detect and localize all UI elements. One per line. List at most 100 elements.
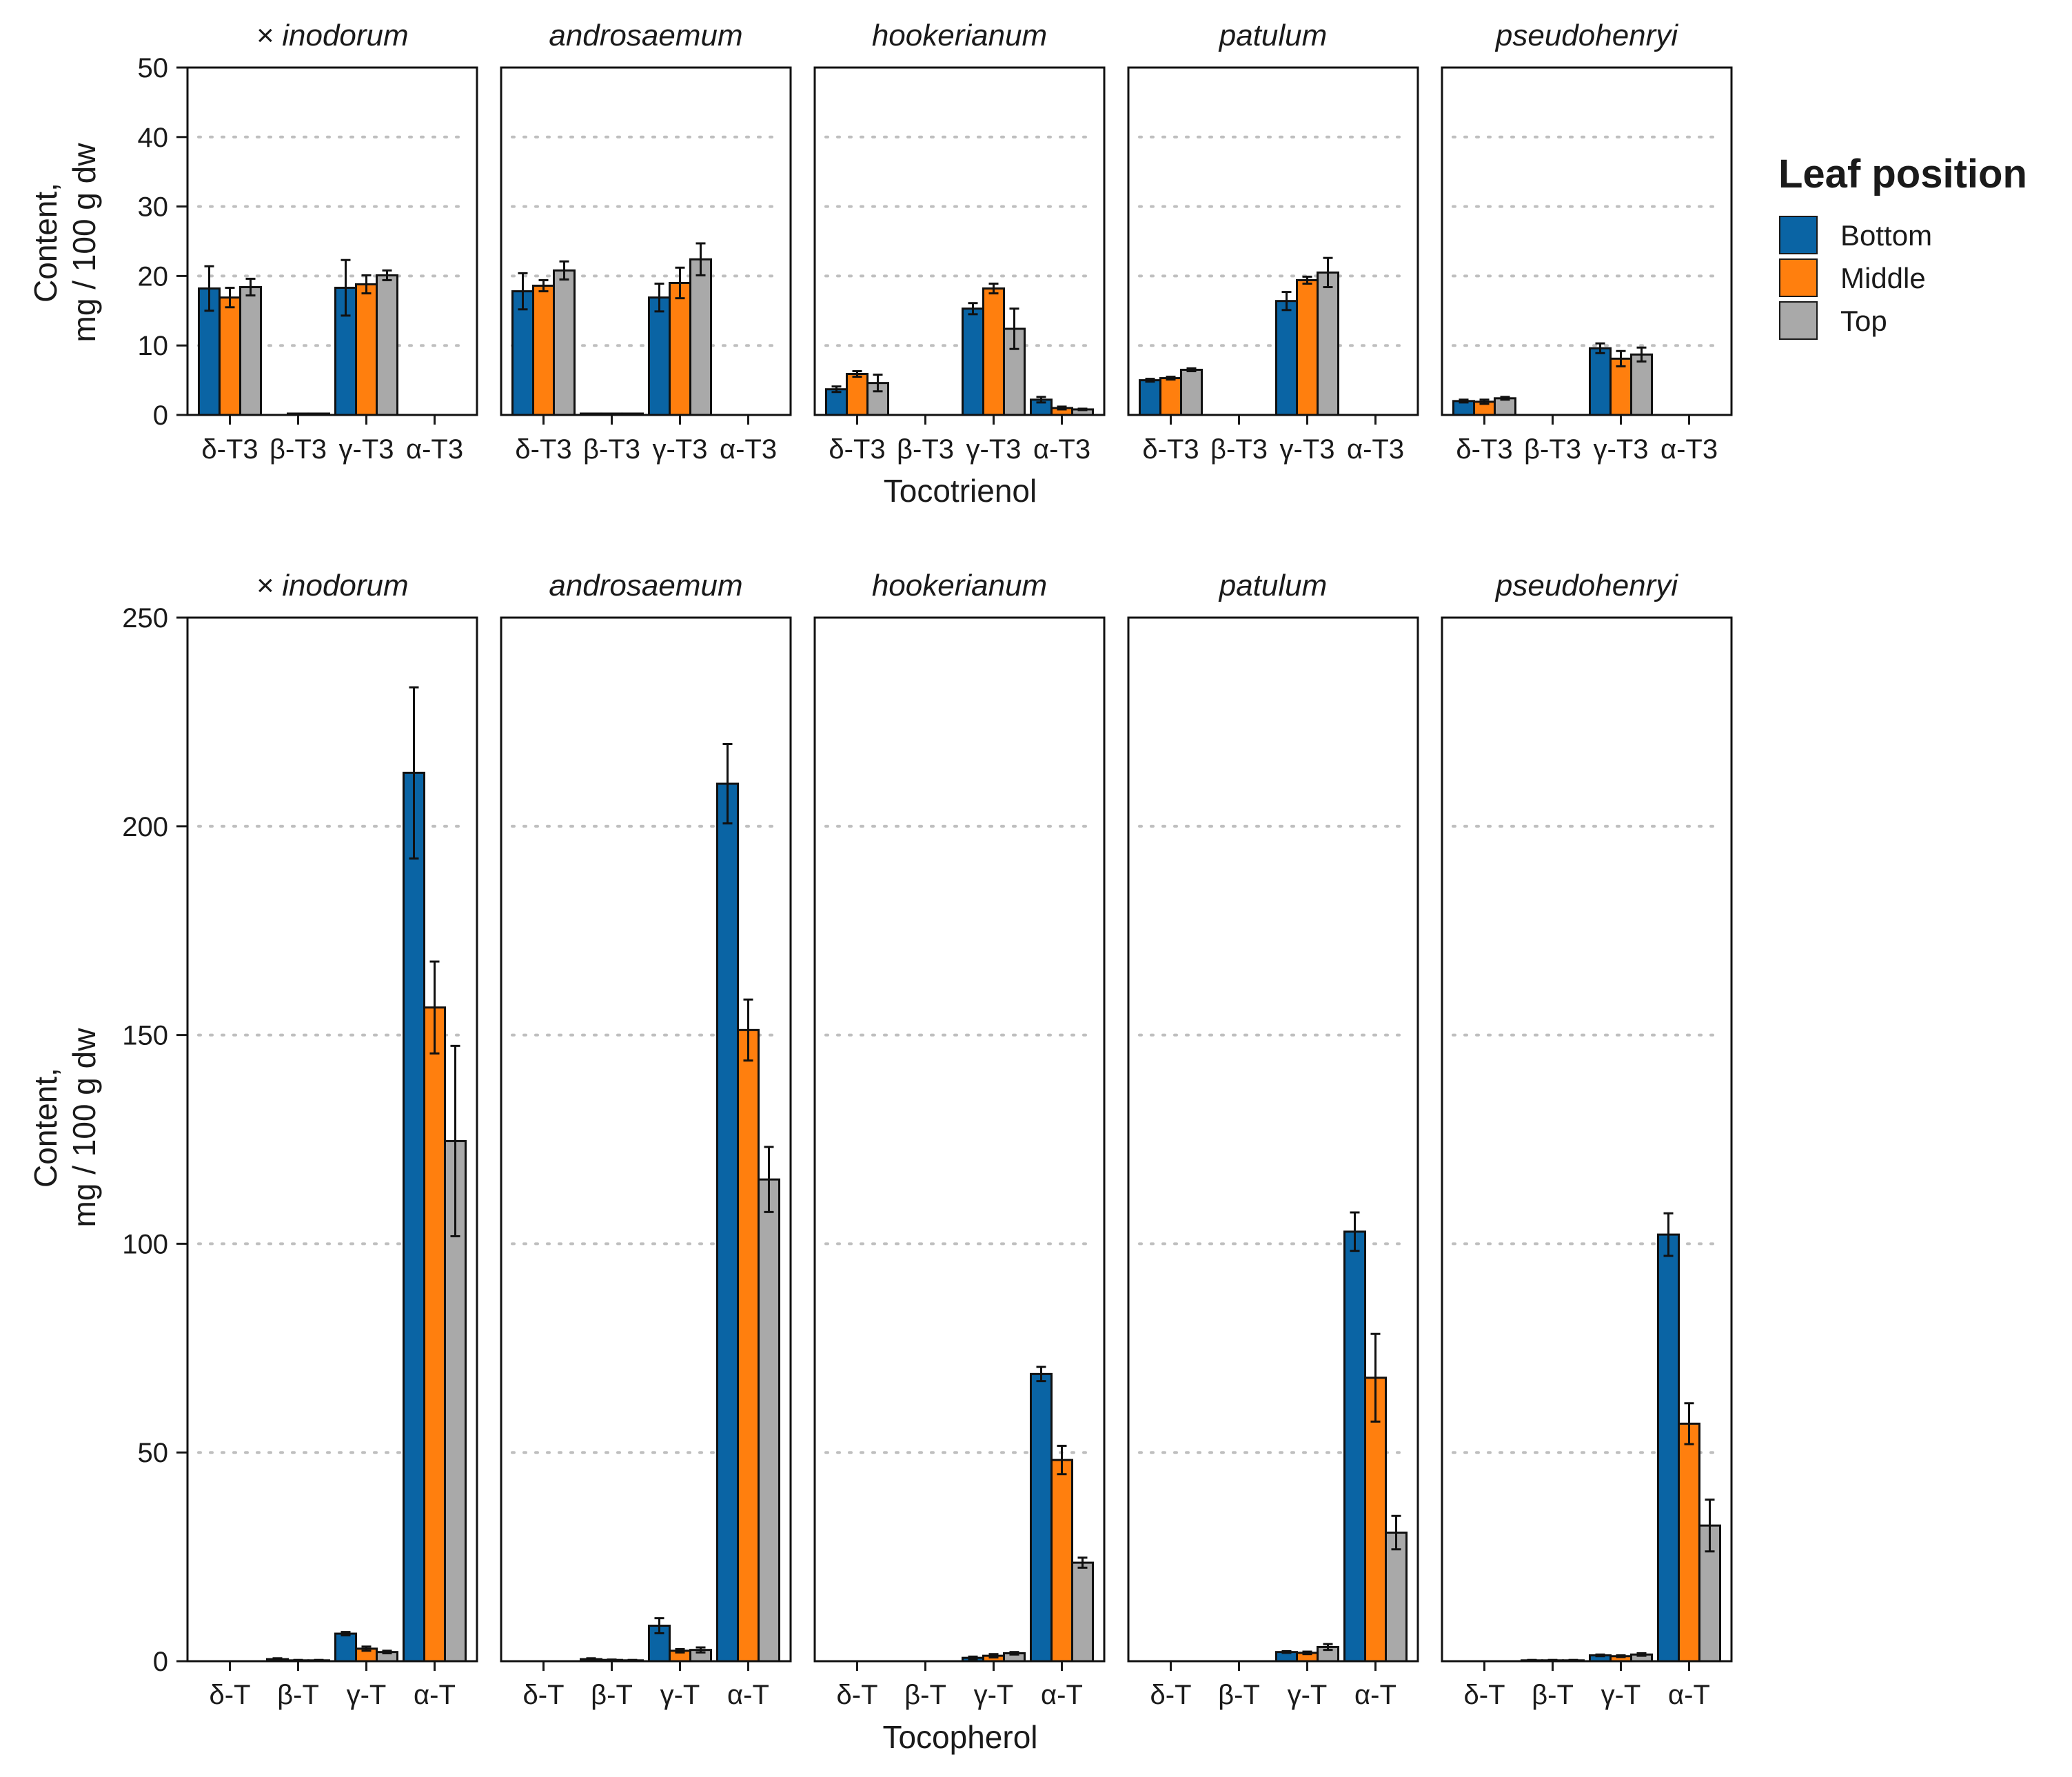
error-bar	[722, 742, 733, 825]
bar-top	[1494, 397, 1516, 416]
bar-bottom	[1275, 300, 1298, 416]
facet-title: hookerianum	[872, 569, 1047, 602]
y-tick-label: 20	[138, 261, 169, 292]
error-bar	[968, 302, 978, 316]
error-bar	[1595, 342, 1605, 354]
bar-top	[1385, 1531, 1408, 1663]
error-bar	[341, 1631, 351, 1636]
error-bar	[272, 1657, 283, 1661]
y-axis-title-line2: mg / 100 g dw	[66, 1028, 102, 1228]
x-tick-label: δ-T	[1463, 1680, 1505, 1710]
error-bar	[518, 272, 528, 311]
bar-top	[689, 258, 712, 416]
error-bar	[1391, 1514, 1401, 1551]
x-tick-label: β-T	[591, 1680, 633, 1710]
legend-label-top: Top	[1840, 305, 1887, 337]
bar-top	[1317, 271, 1339, 416]
error-bar	[1009, 1651, 1019, 1656]
facet-title: × inodorum	[256, 569, 408, 602]
x-tick-label: δ-T	[836, 1680, 877, 1710]
x-tick-label: δ-T3	[201, 434, 258, 465]
panel-border	[1127, 66, 1419, 416]
error-bar	[675, 266, 685, 300]
x-tick-label: δ-T3	[829, 434, 885, 465]
bar-top	[1180, 368, 1203, 416]
error-bar	[1036, 396, 1046, 404]
facet-panel: patulum δ-T β-T γ-T α-T	[1127, 569, 1419, 1710]
error-bar	[1077, 1556, 1088, 1569]
bar-middle	[846, 373, 869, 416]
error-bar	[1077, 407, 1088, 412]
error-bar	[538, 278, 549, 293]
facet-panel: patulum δ-T3 β-T3 γ-T3 α-T3	[1127, 19, 1419, 465]
error-bar	[1057, 405, 1067, 411]
error-bar	[1350, 1211, 1360, 1252]
error-bar	[1636, 1652, 1647, 1657]
bar-bottom	[1139, 379, 1161, 416]
y-tick-label: 0	[153, 400, 168, 431]
bar-bottom	[1589, 347, 1612, 416]
error-bar	[450, 1044, 460, 1237]
error-bar	[1186, 367, 1197, 372]
facet-panel: hookerianum δ-T3 β-T3 γ-T3 α-T3	[813, 19, 1106, 465]
error-bar	[225, 287, 235, 309]
error-bar	[988, 282, 999, 295]
error-bar	[1036, 1365, 1046, 1383]
bar-middle	[532, 285, 555, 416]
error-bar	[1500, 396, 1510, 401]
error-bar	[409, 686, 419, 860]
x-tick-label: α-T	[1668, 1680, 1710, 1710]
facet-panel: hookerianum δ-T β-T γ-T α-T	[813, 569, 1106, 1710]
bar-top	[553, 269, 576, 416]
panel-border	[186, 66, 478, 416]
panel-border	[1127, 616, 1419, 1663]
facet-title: pseudohenryi	[1494, 19, 1678, 52]
x-tick-label: β-T	[277, 1680, 319, 1710]
bar-bottom	[1030, 1372, 1053, 1663]
error-bar	[1057, 1445, 1067, 1476]
error-bar	[873, 374, 883, 393]
error-bar	[1595, 1653, 1605, 1658]
bar-middle	[355, 283, 378, 416]
x-tick-label: α-T	[414, 1680, 456, 1710]
x-tick-label: γ-T3	[1594, 434, 1649, 465]
x-tick-label: α-T	[1041, 1680, 1083, 1710]
x-tick-label: β-T3	[583, 434, 640, 465]
bar-top	[239, 286, 262, 416]
legend-item-bottom: Bottom	[1779, 216, 1932, 254]
bar-bottom	[334, 1632, 357, 1663]
error-bar	[675, 1647, 685, 1654]
x-tick-label: δ-T	[522, 1680, 564, 1710]
x-tick-label: α-T3	[720, 434, 777, 465]
error-bar	[654, 282, 664, 313]
bar-bottom	[1343, 1230, 1366, 1663]
x-tick-label: α-T3	[1660, 434, 1718, 465]
error-bar	[968, 1655, 978, 1661]
x-tick-label: β-T3	[897, 434, 954, 465]
x-tick-label: γ-T	[660, 1680, 700, 1710]
error-bar	[1009, 307, 1019, 350]
error-bar	[764, 1146, 774, 1213]
y-tick-label: 40	[138, 123, 169, 153]
x-tick-label: β-T3	[270, 434, 327, 465]
error-bar	[1281, 1649, 1292, 1654]
panel-border	[813, 66, 1106, 416]
facet-title: hookerianum	[872, 19, 1047, 52]
error-bar	[429, 960, 440, 1055]
x-tick-label: β-T	[904, 1680, 946, 1710]
y-tick-label: 50	[138, 53, 169, 83]
facet-title: patulum	[1218, 19, 1328, 52]
bar-bottom	[1657, 1233, 1680, 1663]
y-axis-title-line2: mg / 100 g dw	[66, 143, 102, 343]
bar-bottom	[962, 307, 984, 416]
error-bar	[559, 260, 569, 281]
bar-bottom	[403, 771, 425, 1663]
x-tick-label: β-T3	[1210, 434, 1268, 465]
error-bar	[1370, 1332, 1381, 1423]
bar-bottom	[716, 782, 739, 1663]
error-bar	[852, 369, 862, 378]
error-bar	[245, 277, 256, 297]
error-bar	[1616, 349, 1626, 367]
bar-bottom	[825, 388, 848, 416]
